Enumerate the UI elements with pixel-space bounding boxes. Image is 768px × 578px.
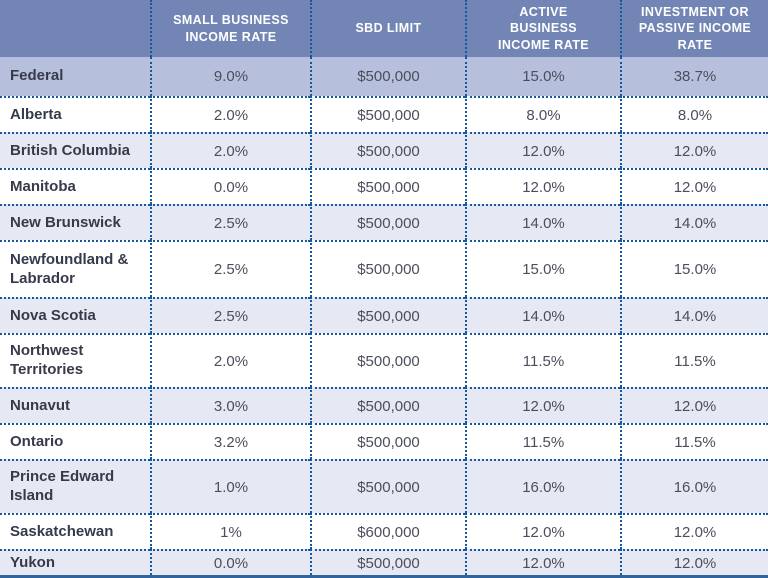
investment-or-passive-income-rate-cell: 12.0% xyxy=(620,387,768,423)
small-business-income-rate-cell: 0.0% xyxy=(150,549,310,575)
jurisdiction-cell: New Brunswick xyxy=(0,204,150,240)
investment-or-passive-income-rate-cell: 11.5% xyxy=(620,423,768,459)
column-header-line: PASSIVE INCOME xyxy=(638,21,752,36)
sbd-limit-cell: $500,000 xyxy=(310,333,465,387)
investment-or-passive-income-rate-cell: 12.0% xyxy=(620,132,768,168)
column-header-line: RATE xyxy=(677,37,713,52)
active-business-income-rate-cell: 14.0% xyxy=(465,297,620,333)
table-row: Northwest Territories 2.0% $500,000 11.5% 11… xyxy=(0,333,768,387)
sbd-limit-cell: $500,000 xyxy=(310,168,465,204)
table-row: Nunavut 3.0% $500,000 12.0% 12.0% xyxy=(0,387,768,423)
small-business-income-rate-cell: 9.0% xyxy=(150,57,310,96)
investment-or-passive-income-rate-cell: 12.0% xyxy=(620,549,768,575)
column-header-line: ACTIVE xyxy=(519,5,568,20)
table-row: Manitoba 0.0% $500,000 12.0% 12.0% xyxy=(0,168,768,204)
small-business-income-rate-cell: 0.0% xyxy=(150,168,310,204)
investment-or-passive-income-rate-cell: 12.0% xyxy=(620,513,768,549)
active-business-income-rate-cell: 12.0% xyxy=(465,549,620,575)
jurisdiction-cell: Northwest Territories xyxy=(0,333,150,387)
investment-or-passive-income-rate-cell: 12.0% xyxy=(620,168,768,204)
jurisdiction-cell: Yukon xyxy=(0,549,150,575)
sbd-limit-cell: $500,000 xyxy=(310,387,465,423)
active-business-income-rate-cell: 11.5% xyxy=(465,333,620,387)
column-header-small_business_income_rate: SMALL BUSINESS INCOME RATE xyxy=(150,0,310,57)
column-header-sbd_limit: SBD LIMIT xyxy=(310,0,465,57)
active-business-income-rate-cell: 12.0% xyxy=(465,387,620,423)
table-row: Saskatchewan 1% $600,000 12.0% 12.0% xyxy=(0,513,768,549)
sbd-limit-cell: $500,000 xyxy=(310,57,465,96)
small-business-income-rate-cell: 2.5% xyxy=(150,240,310,297)
jurisdiction-cell: Federal xyxy=(0,57,150,96)
table-row: Ontario 3.2% $500,000 11.5% 11.5% xyxy=(0,423,768,459)
jurisdiction-cell: Manitoba xyxy=(0,168,150,204)
active-business-income-rate-cell: 15.0% xyxy=(465,57,620,96)
column-header-line: INCOME RATE xyxy=(185,29,277,44)
small-business-income-rate-cell: 2.0% xyxy=(150,132,310,168)
row-label-column-header xyxy=(0,0,150,57)
table-row: Nova Scotia 2.5% $500,000 14.0% 14.0% xyxy=(0,297,768,333)
small-business-income-rate-cell: 2.5% xyxy=(150,204,310,240)
column-header-line: INCOME RATE xyxy=(498,37,589,52)
sbd-limit-cell: $500,000 xyxy=(310,132,465,168)
investment-or-passive-income-rate-cell: 14.0% xyxy=(620,204,768,240)
column-header-active_business_income_rate: ACTIVE BUSINESS INCOME RATE xyxy=(465,0,620,57)
jurisdiction-cell: Ontario xyxy=(0,423,150,459)
column-header-line: INVESTMENT OR xyxy=(641,5,749,20)
sbd-limit-cell: $500,000 xyxy=(310,96,465,132)
table-row: Prince Edward Island 1.0% $500,000 16.0% 16.… xyxy=(0,459,768,513)
active-business-income-rate-cell: 12.0% xyxy=(465,513,620,549)
active-business-income-rate-cell: 11.5% xyxy=(465,423,620,459)
sbd-limit-cell: $500,000 xyxy=(310,423,465,459)
sbd-limit-cell: $600,000 xyxy=(310,513,465,549)
active-business-income-rate-cell: 16.0% xyxy=(465,459,620,513)
table-header: SMALL BUSINESS INCOME RATE SBD LIMIT ACTIVE… xyxy=(0,0,768,57)
table-row: Newfoundland & Labrador 2.5% $500,000 15.0%… xyxy=(0,240,768,297)
investment-or-passive-income-rate-cell: 15.0% xyxy=(620,240,768,297)
sbd-limit-cell: $500,000 xyxy=(310,549,465,575)
small-business-income-rate-cell: 2.0% xyxy=(150,96,310,132)
active-business-income-rate-cell: 12.0% xyxy=(465,168,620,204)
active-business-income-rate-cell: 14.0% xyxy=(465,204,620,240)
column-header-investment_or_passive_income_rate: INVESTMENT OR PASSIVE INCOME RATE xyxy=(620,0,768,57)
header-row: SMALL BUSINESS INCOME RATE SBD LIMIT ACTIVE… xyxy=(0,0,768,57)
investment-or-passive-income-rate-cell: 16.0% xyxy=(620,459,768,513)
active-business-income-rate-cell: 15.0% xyxy=(465,240,620,297)
small-business-income-rate-cell: 1% xyxy=(150,513,310,549)
table-row: New Brunswick 2.5% $500,000 14.0% 14.0% xyxy=(0,204,768,240)
small-business-income-rate-cell: 2.5% xyxy=(150,297,310,333)
table-row: Federal 9.0% $500,000 15.0% 38.7% xyxy=(0,57,768,96)
column-header-line: SMALL BUSINESS xyxy=(173,13,289,28)
table-row: British Columbia 2.0% $500,000 12.0% 12.0% xyxy=(0,132,768,168)
investment-or-passive-income-rate-cell: 11.5% xyxy=(620,333,768,387)
column-header-line: BUSINESS xyxy=(509,21,578,36)
table-row: Alberta 2.0% $500,000 8.0% 8.0% xyxy=(0,96,768,132)
small-business-income-rate-cell: 3.0% xyxy=(150,387,310,423)
sbd-limit-cell: $500,000 xyxy=(310,240,465,297)
jurisdiction-cell: Alberta xyxy=(0,96,150,132)
active-business-income-rate-cell: 12.0% xyxy=(465,132,620,168)
jurisdiction-cell: Newfoundland & Labrador xyxy=(0,240,150,297)
column-header-line: SBD LIMIT xyxy=(355,21,422,36)
sbd-limit-cell: $500,000 xyxy=(310,204,465,240)
jurisdiction-cell: Prince Edward Island xyxy=(0,459,150,513)
table-body: Federal 9.0% $500,000 15.0% 38.7% Alberta 2.0%… xyxy=(0,57,768,575)
sbd-limit-cell: $500,000 xyxy=(310,297,465,333)
small-business-income-rate-cell: 1.0% xyxy=(150,459,310,513)
jurisdiction-cell: Nova Scotia xyxy=(0,297,150,333)
investment-or-passive-income-rate-cell: 38.7% xyxy=(620,57,768,96)
table-row: Yukon 0.0% $500,000 12.0% 12.0% xyxy=(0,549,768,575)
small-business-income-rate-cell: 3.2% xyxy=(150,423,310,459)
investment-or-passive-income-rate-cell: 8.0% xyxy=(620,96,768,132)
investment-or-passive-income-rate-cell: 14.0% xyxy=(620,297,768,333)
jurisdiction-cell: Saskatchewan xyxy=(0,513,150,549)
jurisdiction-cell: British Columbia xyxy=(0,132,150,168)
small-business-income-rate-cell: 2.0% xyxy=(150,333,310,387)
jurisdiction-cell: Nunavut xyxy=(0,387,150,423)
sbd-limit-cell: $500,000 xyxy=(310,459,465,513)
active-business-income-rate-cell: 8.0% xyxy=(465,96,620,132)
